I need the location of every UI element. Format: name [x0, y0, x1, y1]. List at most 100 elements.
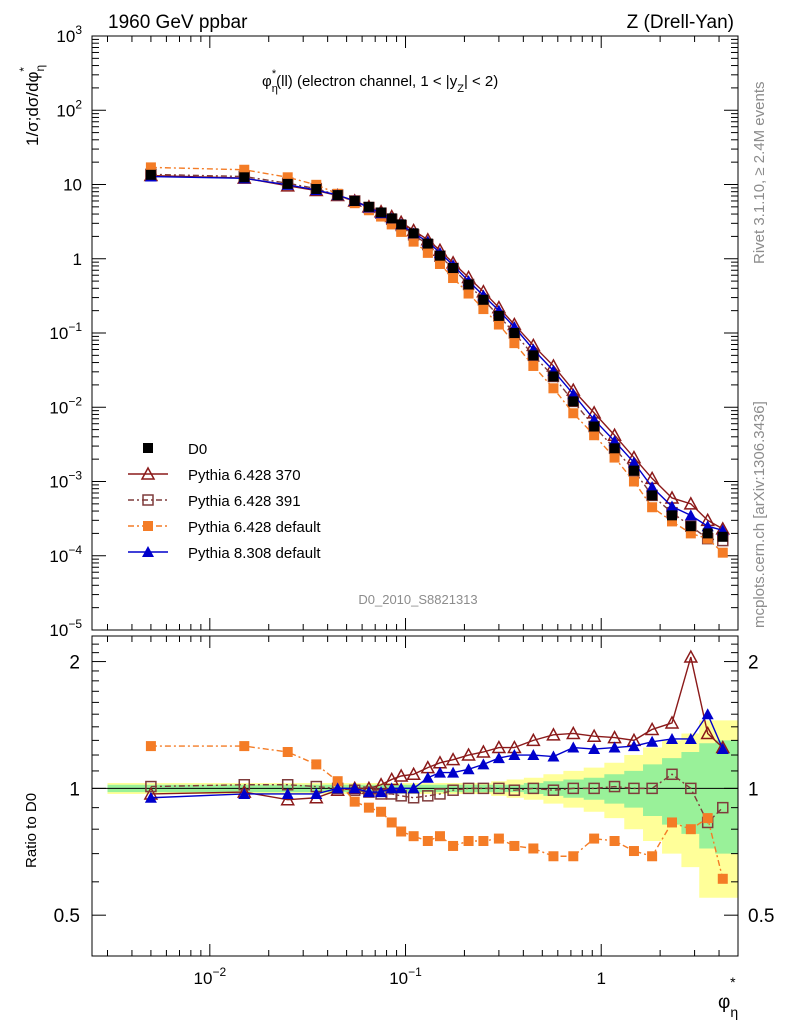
data-point	[566, 725, 581, 740]
y-tick-label: 10−4	[49, 543, 82, 566]
legend: D0 Pythia 6.428 370 Pythia 6.428 391 Pythia…	[128, 441, 321, 562]
data-point	[332, 776, 343, 787]
data-point	[589, 430, 600, 441]
data-point	[396, 826, 407, 837]
data-point	[666, 500, 679, 512]
mcplots-label: mcplots.cern.ch [arXiv:1306.3436]	[751, 401, 768, 628]
data-point	[666, 732, 679, 744]
data-point	[311, 183, 322, 194]
data-point	[667, 510, 678, 521]
data-point	[422, 836, 433, 847]
data-point	[386, 817, 397, 828]
data-point	[685, 528, 696, 539]
data-point	[478, 294, 489, 305]
data-point	[567, 782, 580, 795]
data-point	[667, 817, 678, 828]
data-point	[434, 788, 446, 800]
y-tick-label: 103	[56, 23, 82, 46]
data-point	[461, 747, 476, 761]
data-point	[628, 782, 640, 795]
data-point	[588, 782, 600, 795]
data-point	[145, 780, 157, 793]
data-point	[434, 831, 445, 842]
data-point	[348, 782, 361, 794]
ratio-y-axis-label: Ratio to D0	[23, 793, 40, 868]
ratio-y-tick-label-right: 2	[748, 653, 759, 674]
data-point	[646, 782, 658, 795]
data-point	[666, 768, 678, 781]
data-point	[331, 782, 344, 794]
y-tick-label: 102	[56, 97, 82, 120]
data-point	[509, 840, 520, 851]
data-point	[702, 533, 713, 544]
data-point	[478, 304, 489, 315]
data-point	[528, 843, 539, 854]
main-series-layer	[143, 162, 731, 558]
data-point	[281, 787, 294, 799]
data-point	[142, 494, 154, 506]
data-point	[567, 741, 580, 753]
data-point	[586, 728, 602, 742]
title-star-superscript: *	[272, 68, 277, 80]
ratio-band-yellow	[107, 720, 738, 898]
data-point	[493, 319, 504, 330]
data-point	[408, 236, 419, 247]
data-point	[684, 732, 697, 744]
ratio-band-green	[107, 740, 738, 854]
data-point	[589, 833, 600, 844]
y-tick-label: 10−2	[49, 394, 82, 417]
data-point	[609, 452, 620, 463]
data-point	[408, 228, 419, 239]
data-point	[509, 328, 520, 338]
data-point	[332, 190, 343, 201]
data-point	[375, 786, 388, 798]
legend-label: Pythia 6.428 391	[188, 493, 301, 510]
data-point	[526, 732, 541, 747]
data-point	[684, 509, 697, 521]
data-point	[647, 502, 658, 513]
data-point	[608, 741, 621, 753]
data-point	[548, 371, 559, 382]
x-tick-label: 1	[596, 969, 605, 988]
data-point	[395, 782, 408, 794]
data-point	[406, 766, 421, 781]
data-point	[477, 782, 490, 795]
data-point	[145, 162, 156, 173]
data-point	[609, 836, 620, 847]
data-point	[422, 790, 434, 802]
data-point	[376, 806, 387, 817]
data-point	[239, 741, 250, 752]
data-point	[144, 791, 157, 803]
data-point	[140, 466, 156, 480]
data-point	[310, 787, 323, 799]
data-point	[448, 273, 459, 284]
header-right: Z (Drell-Yan)	[627, 12, 734, 33]
data-point	[508, 784, 521, 796]
ylabel-star-superscript: *	[17, 67, 31, 72]
y-tick-label: 10−3	[49, 469, 82, 492]
series-line	[150, 166, 724, 554]
data-point	[385, 782, 398, 794]
data-point	[421, 771, 434, 783]
main-series-pythia-6-428-391	[145, 168, 729, 547]
data-point	[685, 521, 696, 532]
data-point	[448, 840, 459, 851]
data-point	[568, 396, 579, 407]
data-point	[609, 443, 620, 454]
rivet-label: Rivet 3.1.10, ≥ 2.4M events	[751, 82, 768, 265]
data-point	[701, 708, 714, 720]
data-point	[528, 360, 539, 371]
data-point	[627, 456, 640, 468]
data-point	[407, 782, 420, 794]
axis-ticks: 10−2 10−1 1 10−5 10−4 10−3 10−2 10−1 1 10 102 103 0.…	[49, 23, 774, 988]
y-tick-label: 1	[73, 250, 82, 269]
data-point	[239, 164, 250, 175]
data-point	[462, 763, 475, 775]
data-point	[527, 749, 540, 761]
ratio-series-layer	[143, 649, 731, 884]
data-point	[362, 786, 375, 798]
panel-frames	[91, 35, 739, 957]
data-point	[493, 310, 504, 321]
data-point	[280, 792, 295, 806]
